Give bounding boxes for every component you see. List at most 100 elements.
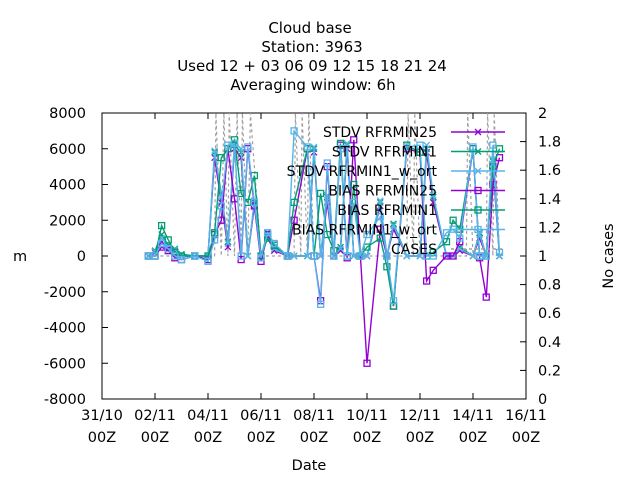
- data-point: [383, 252, 391, 260]
- data-point: [456, 234, 464, 242]
- data-point: [343, 139, 351, 147]
- data-point: [403, 252, 411, 260]
- data-point: [210, 236, 219, 244]
- data-point: [337, 245, 344, 253]
- data-point: [390, 220, 397, 228]
- data-point: [423, 141, 431, 149]
- y-tick-label: -4000: [44, 321, 86, 337]
- y2-tick-label: 2: [538, 106, 547, 122]
- series-line: [148, 129, 501, 305]
- data-point: [489, 141, 497, 149]
- data-point: [157, 239, 166, 248]
- data-point: [204, 257, 212, 266]
- x-tick-label: 02/11: [134, 408, 176, 424]
- title-line-3: Used 12 + 03 06 09 12 15 18 21 24: [177, 57, 447, 75]
- x-tick-label: 06/11: [240, 408, 282, 424]
- title-line-4: Averaging window: 6h: [230, 76, 395, 94]
- data-point: [403, 143, 411, 151]
- data-point: [191, 252, 199, 260]
- data-point: [283, 252, 292, 260]
- data-point: [429, 191, 437, 199]
- title-line-1: Cloud base: [268, 19, 351, 37]
- y2-tick-label: 0: [538, 392, 547, 408]
- x-axis-label: Date: [292, 458, 327, 474]
- data-point: [336, 145, 345, 153]
- y2-tick-label: 1.8: [538, 135, 561, 151]
- y2-tick-label: 0.6: [538, 306, 561, 322]
- data-point: [376, 213, 384, 221]
- data-point: [429, 252, 437, 260]
- x-tick-label-time: 00Z: [247, 430, 275, 446]
- series-bias-rfrmin1-w-ort: [144, 127, 504, 308]
- data-point: [310, 252, 318, 260]
- y2-tick-label: 0.2: [538, 363, 561, 379]
- y-tick-label: -8000: [44, 392, 86, 408]
- legend-label: STDV RFRMIN1_w_ort: [287, 164, 438, 180]
- data-point: [350, 180, 358, 189]
- data-point: [250, 198, 259, 207]
- data-point: [363, 252, 371, 260]
- x-tick-label-time: 00Z: [406, 430, 434, 446]
- y2-tick-label: 1.6: [538, 163, 561, 179]
- x-tick-label-time: 00Z: [88, 430, 116, 446]
- data-point: [151, 252, 159, 260]
- data-point: [310, 143, 318, 151]
- data-point: [164, 245, 172, 253]
- data-point: [489, 162, 497, 171]
- x-axis: 31/10 00Z 02/11 00Z 04/11 00Z 06/11 00Z 08/11 00Z…: [81, 113, 547, 446]
- data-point: [422, 277, 431, 285]
- data-point: [383, 263, 391, 271]
- data-point: [482, 252, 490, 260]
- title-line-2: Station: 3963: [261, 38, 362, 56]
- data-point: [217, 154, 225, 162]
- y2-axis: 2 1.8 1.6 1.4 1.2 1 0.8 0.6 0.4 0.2 0: [520, 106, 561, 408]
- data-point: [303, 252, 311, 260]
- data-point: [469, 143, 477, 151]
- data-point: [290, 198, 298, 207]
- data-point: [177, 255, 186, 264]
- x-tick-label: 12/11: [399, 408, 441, 424]
- legend: STDV RFRMIN25 STDV RFRMIN1 STDV RFRMIN1_w_…: [287, 125, 505, 258]
- y-axis-label: m: [13, 249, 27, 265]
- data-point: [303, 143, 312, 151]
- legend-label: BIAS RFRMIN1: [337, 203, 437, 219]
- legend-marker: [474, 186, 482, 195]
- data-point: [469, 252, 477, 260]
- data-point: [290, 216, 298, 224]
- x-tick-label-time: 00Z: [459, 430, 487, 446]
- x-tick-label-time: 00Z: [353, 430, 381, 446]
- data-point: [442, 238, 451, 246]
- data-point: [237, 145, 245, 153]
- data-point: [356, 252, 365, 260]
- legend-marker: [474, 167, 482, 175]
- y2-tick-label: 0.8: [538, 278, 561, 294]
- data-point: [224, 240, 232, 247]
- legend-marker: [474, 148, 482, 155]
- data-point: [350, 252, 358, 260]
- data-point: [211, 147, 219, 154]
- y-tick-label: 8000: [49, 106, 86, 122]
- data-point: [244, 252, 252, 260]
- data-point: [482, 293, 490, 301]
- chart-title: Cloud base Station: 3963 Used 12 + 03 06…: [177, 19, 447, 94]
- data-point: [244, 143, 252, 151]
- y2-tick-label: 0.4: [538, 335, 561, 351]
- data-point: [449, 252, 457, 260]
- y-tick-label: 0: [77, 249, 86, 265]
- legend-label: STDV RFRMIN25: [323, 125, 437, 141]
- x-tick-label: 16/11: [505, 408, 547, 424]
- data-point: [210, 229, 219, 237]
- series-line: [148, 113, 501, 257]
- x-tick-label-time: 00Z: [194, 430, 222, 446]
- y2-tick-label: 1.4: [538, 192, 561, 208]
- data-point: [316, 300, 325, 308]
- data-point: [330, 252, 338, 260]
- legend-marker: [474, 225, 482, 234]
- data-point: [363, 359, 371, 367]
- series-cases: [148, 113, 501, 257]
- x-tick-label-time: 00Z: [300, 430, 328, 446]
- data-point: [363, 230, 371, 239]
- y-axis: 8000 6000 4000 2000 0 -2000 -4000 -6000 -8000: [44, 106, 108, 408]
- data-point: [416, 252, 424, 260]
